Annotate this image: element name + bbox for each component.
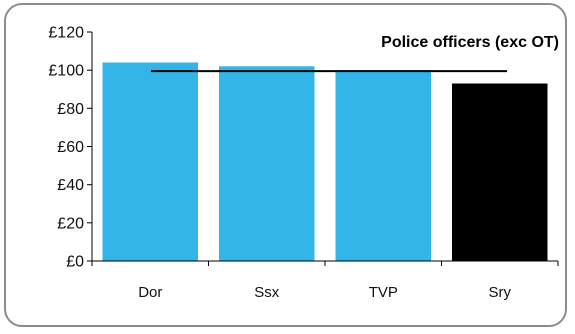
y-tick-label: £100 [48,63,84,80]
bar-dor [102,62,198,261]
chart-title: Police officers (exc OT) [381,34,559,51]
x-tick-label: Sry [489,284,512,301]
y-tick-label: £60 [57,139,84,156]
y-tick-label: £120 [48,25,84,42]
y-tick-label: £40 [57,177,84,194]
y-tick-label: £0 [66,254,84,271]
bar-ssx [219,66,315,261]
bar-tvp [335,70,431,261]
y-tick-label: £20 [57,215,84,232]
x-tick-label: TVP [369,284,398,301]
y-tick-label: £80 [57,101,84,118]
x-tick-label: Ssx [254,284,280,301]
x-tick-label: Dor [138,284,162,301]
bar-sry [452,83,548,261]
